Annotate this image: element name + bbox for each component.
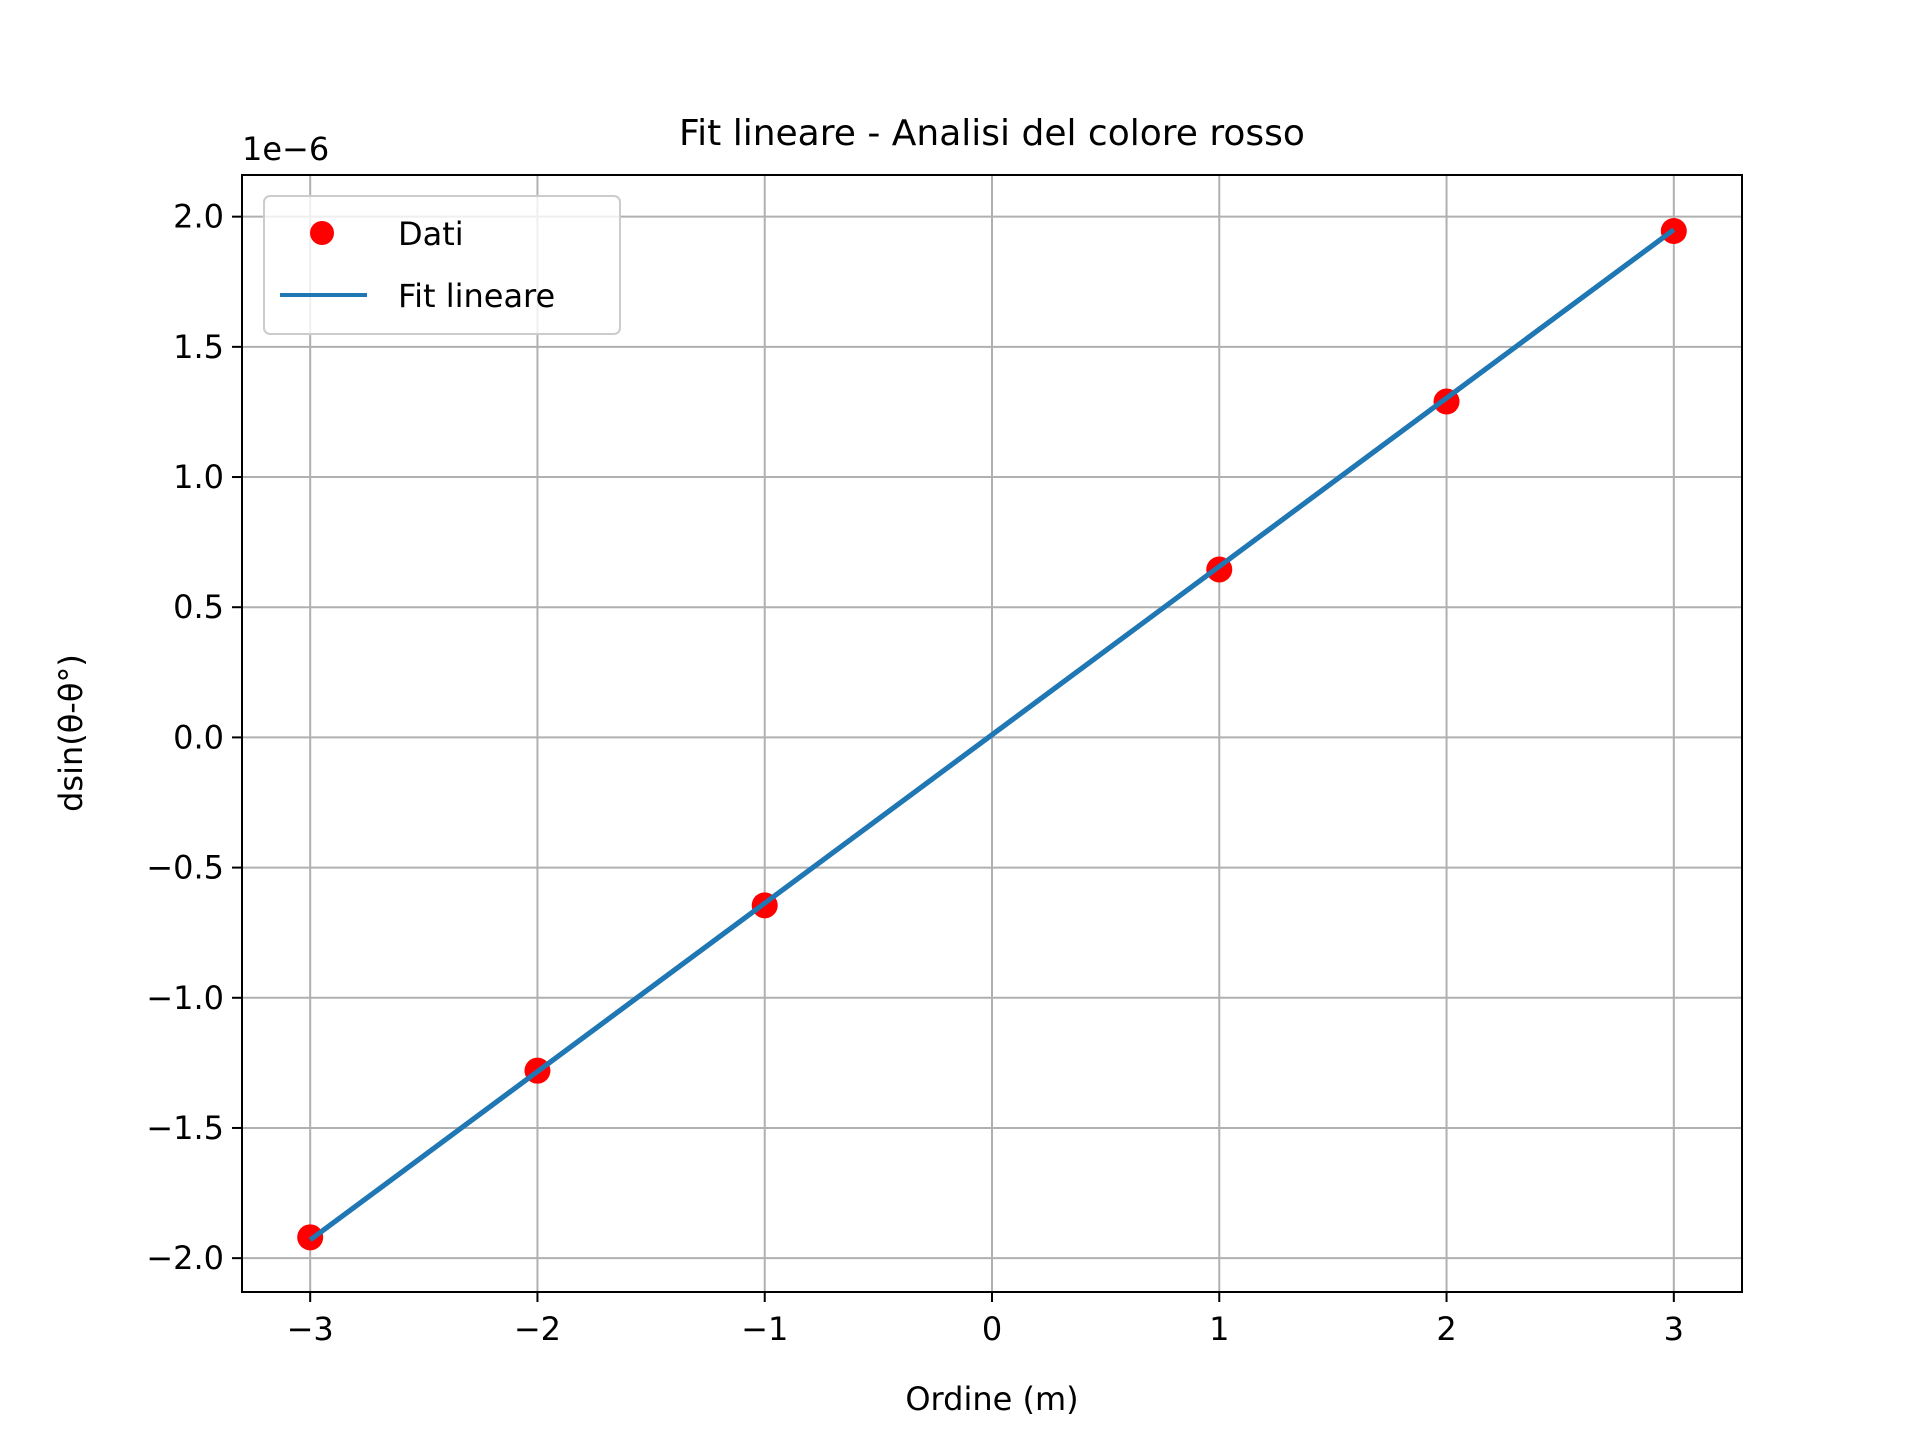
x-tick-label: −2 bbox=[514, 1310, 561, 1348]
y-axis: −2.0 −1.5 −1.0 −0.5 0.0 0.5 1.0 1.5 2.0 bbox=[146, 198, 242, 1277]
x-tick-label: −1 bbox=[741, 1310, 788, 1348]
x-tick-label: −3 bbox=[287, 1310, 334, 1348]
y-tick-label: 2.0 bbox=[173, 198, 224, 236]
x-tick-label: 0 bbox=[982, 1310, 1002, 1348]
fit-line-overlay bbox=[308, 227, 1676, 1242]
series-layer bbox=[297, 217, 1687, 1251]
legend-box bbox=[263, 195, 621, 335]
y-tick-label: −1.0 bbox=[146, 979, 224, 1017]
legend-label-dati: Dati bbox=[398, 215, 464, 253]
y-tick-label: −1.5 bbox=[146, 1109, 224, 1147]
legend-marker-dati bbox=[310, 221, 334, 245]
chart-title: Fit lineare - Analisi del colore rosso bbox=[679, 113, 1305, 154]
x-axis: −3 −2 −1 0 1 2 3 bbox=[287, 1292, 1684, 1348]
y-tick-label: −0.5 bbox=[146, 849, 224, 887]
legend-label-fit: Fit lineare bbox=[398, 277, 555, 315]
y-tick-label: 1.0 bbox=[173, 458, 224, 496]
y-tick-label: 0.5 bbox=[173, 588, 224, 626]
x-tick-label: 2 bbox=[1436, 1310, 1456, 1348]
x-axis-label: Ordine (m) bbox=[905, 1380, 1078, 1418]
x-tick-label: 1 bbox=[1209, 1310, 1229, 1348]
y-tick-label: 1.5 bbox=[173, 328, 224, 366]
legend: Dati Fit lineare bbox=[263, 195, 621, 335]
grid bbox=[242, 175, 1742, 1292]
y-axis-label: dsin(θ-θ°) bbox=[52, 654, 90, 812]
x-tick-label: 3 bbox=[1664, 1310, 1684, 1348]
y-scale-label: 1e−6 bbox=[242, 130, 329, 168]
y-tick-label: 0.0 bbox=[173, 718, 224, 756]
y-tick-label: −2.0 bbox=[146, 1239, 224, 1277]
